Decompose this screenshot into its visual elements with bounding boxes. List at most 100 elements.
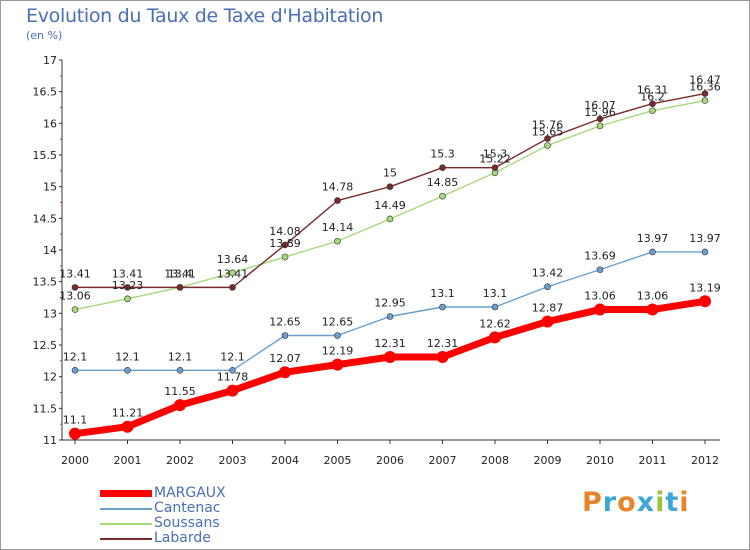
data-point — [386, 313, 394, 320]
data-point — [334, 197, 341, 204]
data-point — [279, 366, 291, 379]
data-label: 13.1 — [430, 287, 455, 300]
data-point — [701, 90, 709, 97]
data-point — [384, 351, 396, 364]
data-label: 12.65 — [322, 316, 354, 329]
data-point — [124, 295, 131, 303]
data-label: 16.2 — [640, 91, 665, 104]
data-point — [226, 384, 239, 397]
x-tick-label: 2002 — [166, 454, 194, 467]
series-line-margaux — [71, 297, 709, 438]
data-point — [121, 420, 134, 433]
data-point — [174, 399, 186, 412]
legend-label: Soussans — [154, 515, 220, 531]
data-point — [649, 100, 656, 107]
logo-letter: i — [655, 487, 666, 518]
data-point — [596, 115, 604, 123]
data-point — [334, 332, 341, 339]
data-label: 13.69 — [584, 250, 616, 263]
logo-letter: x — [636, 487, 656, 518]
logo-letter: i — [679, 487, 690, 518]
data-label: 16.31 — [637, 84, 669, 97]
legend-item-labarde: Labarde — [100, 531, 226, 546]
y-tick-label: 15.5 — [33, 149, 58, 162]
page-title: Evolution du Taux de Taxe d'Habitation — [26, 5, 384, 27]
data-point — [331, 358, 344, 371]
data-label: 13.41 — [164, 267, 196, 280]
data-label: 12.65 — [269, 316, 301, 329]
data-point — [541, 315, 554, 328]
data-label: 12.1 — [63, 350, 88, 363]
data-point — [491, 164, 499, 171]
data-label: 12.1 — [115, 350, 140, 363]
data-label: 12.95 — [374, 297, 406, 310]
data-label: 12.07 — [269, 352, 301, 365]
legend-swatch — [100, 507, 152, 510]
data-label: 13.19 — [689, 281, 721, 294]
data-label: 11.78 — [217, 371, 249, 384]
legend-swatch — [100, 490, 152, 497]
data-point — [436, 351, 449, 364]
y-tick-label: 13 — [43, 307, 57, 320]
y-tick-label: 11 — [43, 434, 57, 447]
data-label: 15.3 — [430, 148, 455, 161]
data-label: 15.76 — [532, 119, 564, 132]
data-label: 11.21 — [112, 407, 144, 420]
data-label: 13.42 — [532, 267, 564, 280]
unit-label: (en %) — [26, 29, 63, 42]
x-tick-label: 2004 — [271, 454, 299, 467]
y-tick-label: 12.5 — [33, 339, 58, 352]
data-point — [386, 183, 394, 190]
x-tick-label: 2012 — [691, 454, 719, 467]
data-point — [176, 284, 184, 291]
data-point — [489, 331, 501, 344]
data-point — [176, 367, 184, 374]
data-point — [701, 248, 709, 256]
data-labels: 13.0613.2313.4113.6413.8914.1414.4914.85… — [59, 74, 721, 427]
logo-letter: r — [602, 487, 618, 518]
data-point — [649, 248, 656, 256]
data-label: 12.31 — [427, 337, 459, 350]
x-tick-label: 2011 — [639, 454, 667, 467]
logo-letter: o — [617, 487, 637, 518]
data-label: 13.97 — [637, 232, 669, 245]
data-label: 12.62 — [479, 317, 511, 330]
data-label: 13.4 — [168, 267, 193, 280]
data-point — [386, 215, 394, 223]
data-label: 14.08 — [269, 225, 301, 238]
y-tick-label: 16 — [43, 117, 57, 130]
data-label: 13.23 — [112, 279, 144, 292]
data-label: 12.87 — [532, 302, 564, 315]
data-label: 15.96 — [584, 106, 616, 119]
data-point — [544, 142, 551, 149]
data-label: 16.36 — [689, 81, 721, 94]
legend-item-margaux: MARGAUX — [100, 486, 226, 501]
data-point — [69, 427, 81, 440]
data-label: 11.55 — [164, 385, 196, 398]
y-tick-label: 14 — [43, 244, 57, 257]
data-point — [596, 122, 604, 130]
legend-item-soussans: Soussans — [100, 516, 226, 531]
data-label: 13.41 — [112, 267, 144, 280]
data-point — [281, 332, 289, 339]
data-point — [71, 284, 79, 291]
data-label: 15 — [383, 167, 397, 180]
data-label: 13.06 — [637, 290, 669, 303]
data-point — [229, 284, 236, 291]
data-point — [699, 295, 711, 308]
data-point — [124, 284, 131, 291]
data-label: 13.97 — [689, 232, 721, 245]
x-tick-label: 2009 — [534, 454, 562, 467]
data-point — [649, 107, 656, 114]
data-label: 14.85 — [427, 176, 459, 189]
data-label: 14.14 — [322, 221, 354, 234]
data-label: 13.06 — [584, 290, 616, 303]
data-label: 13.41 — [59, 267, 91, 280]
data-point — [646, 303, 659, 316]
x-tick-label: 2001 — [114, 454, 142, 467]
legend-swatch — [100, 537, 152, 540]
y-tick-label: 13.5 — [33, 276, 58, 289]
data-point — [439, 164, 446, 171]
data-point — [334, 237, 341, 245]
